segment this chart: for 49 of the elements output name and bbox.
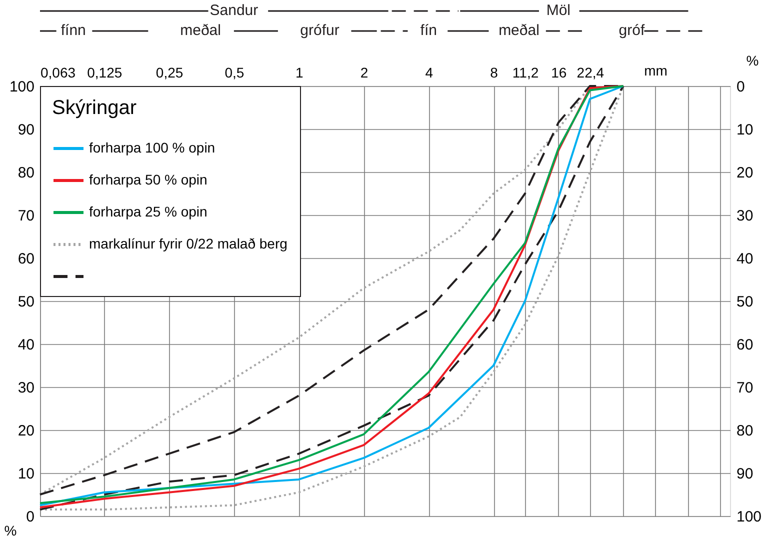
x-tick-label: 0,5 <box>224 64 244 80</box>
text: meðal <box>498 22 540 39</box>
y-tick-label: 50 <box>18 294 34 310</box>
y-axis-title: % <box>4 522 17 538</box>
legend-label: forharpa 50 % opin <box>89 172 208 188</box>
y-tick-label: 20 <box>18 422 34 440</box>
text: gróf <box>618 22 646 39</box>
y-tick-label: 0 <box>26 508 34 526</box>
annotation: markalínur fyrir 0/22 malað berg <box>89 236 288 252</box>
x-tick-label: 1 <box>295 64 304 80</box>
legend-title: Skýringar <box>52 97 137 119</box>
x-tick-label: 11,2 <box>512 64 539 80</box>
legend-label: forharpa 100 % opin <box>89 140 216 156</box>
text: meðal <box>180 22 221 39</box>
y2-tick-label: 80 <box>736 422 754 440</box>
x-tick-label: 2 <box>360 64 368 80</box>
x-tick-label: 0,25 <box>156 64 184 80</box>
y2-tick-label: 100 <box>736 508 762 526</box>
y2-tick-label: 60 <box>736 336 754 354</box>
x-tick-label: 22,4 <box>576 64 604 80</box>
y2-tick-label: 10 <box>736 122 754 138</box>
x-tick-label: 0,063 <box>40 64 76 80</box>
y2-tick-label: 30 <box>736 208 754 224</box>
text: grófur <box>300 22 340 39</box>
y-tick-label: 100 <box>9 78 34 96</box>
x-tick-label: 16 <box>551 64 567 80</box>
x-tick-label: 0,125 <box>87 64 122 80</box>
y2-tick-label: 50 <box>736 294 754 310</box>
y2-tick-label: 0 <box>736 78 745 96</box>
text: fín <box>420 22 437 39</box>
y-tick-label: 40 <box>18 336 34 354</box>
y-tick-label: 10 <box>18 466 34 482</box>
y-tick-label: 70 <box>18 208 34 224</box>
text: Möl <box>546 2 571 19</box>
y-tick-label: 90 <box>18 122 34 138</box>
y2-tick-label: 90 <box>736 466 754 482</box>
legend-label: forharpa 25 % opin <box>89 204 208 220</box>
y2-tick-label: 40 <box>736 250 754 268</box>
y-tick-label: 80 <box>18 164 34 182</box>
y-tick-label: 60 <box>18 250 34 268</box>
y-tick-label: 30 <box>18 380 34 396</box>
x-tick-label: 4 <box>425 64 434 80</box>
text: fínn <box>60 22 86 39</box>
y2-tick-label: 70 <box>736 380 754 396</box>
text: Sandur <box>210 2 258 19</box>
x-tick-label: 8 <box>490 64 498 80</box>
y2-axis-title: % <box>746 52 759 68</box>
y2-tick-label: 20 <box>736 164 754 182</box>
x-axis-title: mm <box>644 62 668 78</box>
